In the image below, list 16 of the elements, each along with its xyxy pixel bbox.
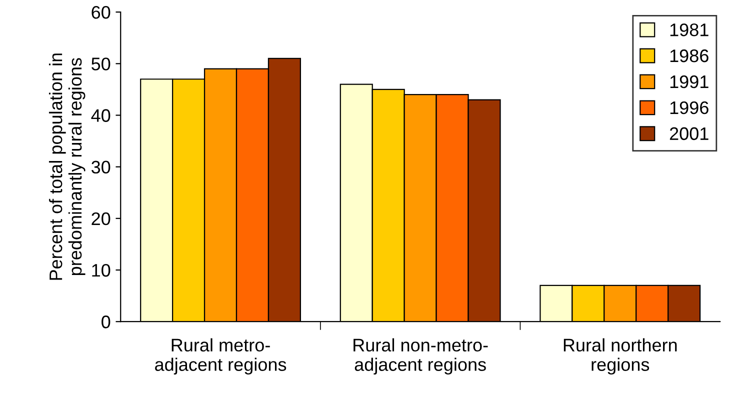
y-tick-label: 20 bbox=[92, 212, 110, 226]
x-tick-label: Rural metro- adjacent regions bbox=[155, 338, 286, 375]
y-tick-label: 10 bbox=[92, 264, 110, 277]
legend-label: 1981 bbox=[670, 23, 708, 36]
x-tick-label: Rural non-metro- adjacent regions bbox=[354, 338, 488, 375]
y-tick-label: 40 bbox=[91, 109, 110, 122]
legend-label: 1991 bbox=[670, 75, 708, 88]
y-axis-title: Percent of total population in predominantly rural regions bbox=[48, 54, 86, 280]
y-tick-label: 30 bbox=[92, 160, 110, 174]
legend-label: 2001 bbox=[670, 127, 708, 140]
y-tick-label: 60 bbox=[92, 6, 110, 19]
y-tick-label: 0 bbox=[102, 316, 110, 328]
x-tick-label: Rural northern regions bbox=[564, 338, 677, 375]
legend-label: 1986 bbox=[670, 49, 708, 62]
y-tick-label: 50 bbox=[92, 58, 110, 70]
legend-label: 1996 bbox=[670, 101, 708, 114]
